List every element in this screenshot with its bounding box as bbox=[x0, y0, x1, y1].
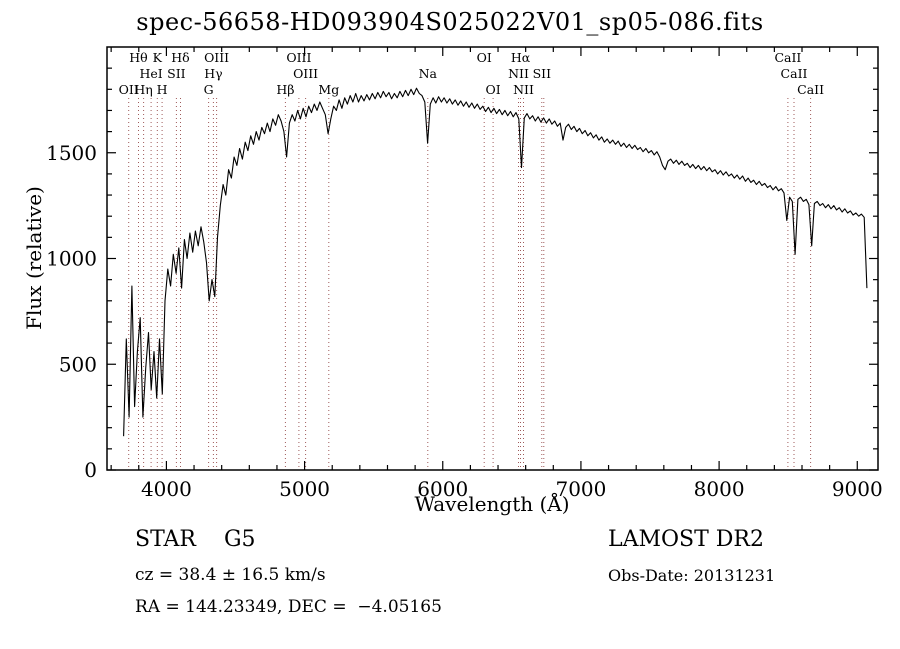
spectral-line-label: Na bbox=[419, 66, 438, 81]
x-axis-label: Wavelength (Å) bbox=[414, 492, 570, 516]
spectral-line-label: Hγ bbox=[204, 66, 222, 81]
spectrum-trace bbox=[123, 87, 868, 437]
spectral-line-label: OI bbox=[477, 50, 492, 65]
spectral-line-label: OII bbox=[119, 82, 139, 97]
x-tick-label: 5000 bbox=[279, 477, 330, 501]
spectral-line-label: Hθ bbox=[129, 50, 147, 65]
spectral-line-label: OIII bbox=[204, 50, 229, 65]
x-tick-label: 8000 bbox=[694, 477, 745, 501]
cz-value: cz = 38.4 ± 16.5 km/s bbox=[135, 565, 326, 585]
spectral-line-label: Mg bbox=[318, 82, 339, 97]
spectral-line-label: SII bbox=[167, 66, 186, 81]
spectral-line-label: OIII bbox=[286, 50, 311, 65]
coordinates: RA = 144.23349, DEC = −4.05165 bbox=[135, 597, 442, 617]
spectral-line-label: CaII bbox=[781, 66, 808, 81]
x-tick-label: 4000 bbox=[141, 477, 192, 501]
spectral-line-label: K bbox=[153, 50, 163, 65]
spectral-line-label: NII bbox=[513, 82, 534, 97]
y-axis-label: Flux (relative) bbox=[22, 186, 46, 330]
y-tick-label: 1000 bbox=[46, 247, 97, 271]
spectral-line-label: Hη bbox=[134, 82, 152, 97]
spectral-line-label: NII bbox=[508, 66, 529, 81]
spectral-line-label: G bbox=[204, 82, 214, 97]
spectral-line-label: Hβ bbox=[276, 82, 294, 97]
object-class-label: STAR G5 bbox=[135, 527, 256, 552]
spectral-line-label: CaII bbox=[774, 50, 801, 65]
spectral-line-label: OI bbox=[486, 82, 501, 97]
spectral-line-label: Hα bbox=[511, 50, 531, 65]
x-tick-label: 6000 bbox=[417, 477, 468, 501]
y-tick-label: 0 bbox=[84, 458, 97, 482]
spectral-line-label: HeI bbox=[139, 66, 162, 81]
spectral-line-label: SII bbox=[533, 66, 552, 81]
spectral-line-label: CaII bbox=[797, 82, 824, 97]
plot-title: spec-56658-HD093904S025022V01_sp05-086.f… bbox=[136, 8, 764, 36]
y-tick-label: 1500 bbox=[46, 141, 97, 165]
x-tick-label: 7000 bbox=[555, 477, 606, 501]
obs-date: Obs-Date: 20131231 bbox=[608, 566, 776, 585]
x-tick-label: 9000 bbox=[832, 477, 883, 501]
spectral-line-label: Hδ bbox=[171, 50, 189, 65]
spectral-line-label: OIII bbox=[293, 66, 318, 81]
survey-label: LAMOST DR2 bbox=[608, 527, 764, 552]
spectral-line-label: H bbox=[157, 82, 168, 97]
y-tick-label: 500 bbox=[59, 352, 97, 376]
